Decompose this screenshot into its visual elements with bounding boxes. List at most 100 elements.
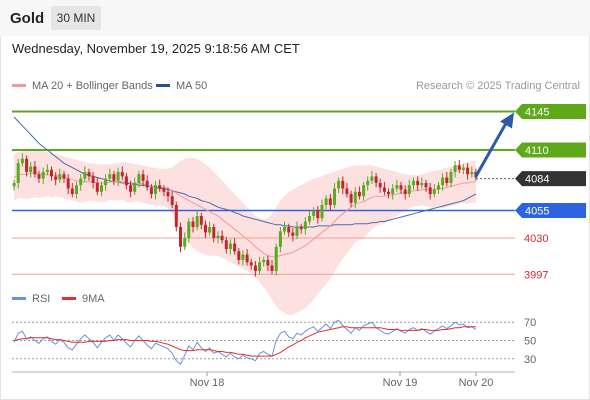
ma9-label: 9MA [82,293,105,305]
candles-group [12,153,478,277]
candle-body [395,185,399,189]
candle-body [266,260,270,266]
report-datetime: Wednesday, November 19, 2025 9:18:56 AM … [12,41,300,56]
candle-body [54,176,58,180]
candle-body [349,194,353,203]
candle-body [50,169,53,177]
candle-body [216,235,220,238]
candle-body [208,227,212,233]
projection-arrow-head [500,112,514,129]
legend-rsi: RSI [12,293,50,305]
candle-body [295,227,299,236]
candle-body [461,167,465,170]
candle-body [129,185,133,192]
candle-body [191,221,195,227]
candle-body [170,196,174,205]
candle-body [199,216,203,225]
ma20-swatch [12,83,26,87]
candle-body [249,262,253,266]
candle-body [41,172,45,179]
timeframe-badge[interactable]: 30 MIN [51,6,101,30]
level-label-3997: 3997 [524,269,548,281]
candle-body [108,174,112,179]
candle-body [391,188,395,194]
candle-body [345,188,349,194]
candle-body [283,227,286,232]
candle-body [220,235,224,241]
candle-body [158,185,162,189]
candle-body [179,227,182,247]
candle-body [274,246,278,271]
candle-body [33,166,37,175]
ma20-label: MA 20 + Bollinger Bands [32,80,153,92]
rsi-tick-70: 70 [524,317,536,329]
candle-body [241,254,245,260]
candle-body [312,210,316,216]
candle-body [149,187,153,194]
candle-body [316,210,320,219]
candle-body [449,172,453,183]
candle-body [337,180,341,189]
candle-body [253,265,257,271]
candle-body [112,174,116,181]
legend-ma20: MA 20 + Bollinger Bands [12,80,153,92]
candle-body [416,180,420,186]
candle-body [204,224,207,233]
candle-body [120,172,124,177]
level-tag-bg [515,203,586,218]
candle-body [299,227,303,230]
candle-body [362,185,366,197]
candle-body [374,176,378,183]
level-tag-bg [515,104,586,119]
ma20-line [13,172,476,258]
candle-body [237,251,241,260]
candle-body [195,216,199,227]
candle-body [75,185,78,194]
candle-body [445,177,449,183]
candle-body [457,165,461,170]
level-label-4030: 4030 [524,233,548,245]
candle-body [12,183,16,187]
candle-body [378,183,382,188]
candle-body [183,238,187,247]
candle-body [333,188,336,205]
candle-body [58,174,62,180]
ma50-label: MA 50 [176,80,208,92]
x-tick-label: Nov 19 [383,377,418,389]
candle-body [245,254,249,263]
candle-body [278,231,282,247]
candle-body [407,185,411,194]
asset-title: Gold [10,10,45,27]
candle-body [287,227,291,233]
level-tag-4084: 4084 [515,171,586,187]
legend-9ma: 9MA [62,293,105,305]
candle-body [133,183,137,192]
candle-body [412,180,415,186]
candle-body [224,240,228,249]
candle-body [87,172,91,177]
rsi-label: RSI [32,293,51,305]
candle-body [320,205,324,219]
level-tag-4145: 4145 [515,104,586,119]
rsi-tick-30: 30 [524,354,536,366]
candle-body [432,189,436,194]
rsi-swatch [12,296,26,300]
candle-body [45,169,49,172]
candle-body [366,180,370,186]
candle-body [145,180,149,188]
candle-body [424,183,428,188]
candle-body [233,243,237,252]
candle-body [437,185,440,190]
candle-body [70,188,74,194]
candle-body [382,187,386,192]
candle-body [100,185,103,192]
candle-body [141,174,145,181]
candle-body [357,191,361,197]
candle-body [262,260,266,263]
candle-body [116,172,120,181]
candle-body [328,198,332,205]
rsi-series-9ma [13,326,476,357]
candle-body [308,216,311,222]
candle-body [387,191,390,194]
candle-body [83,172,87,179]
